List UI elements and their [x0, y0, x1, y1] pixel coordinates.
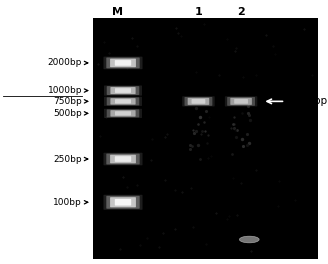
- FancyBboxPatch shape: [110, 59, 136, 67]
- FancyBboxPatch shape: [104, 109, 142, 118]
- FancyBboxPatch shape: [104, 86, 142, 96]
- Text: 1: 1: [195, 7, 202, 17]
- Bar: [93, 18, 318, 259]
- FancyBboxPatch shape: [107, 97, 139, 105]
- FancyBboxPatch shape: [115, 88, 131, 93]
- FancyBboxPatch shape: [107, 86, 139, 95]
- Text: 1000bp: 1000bp: [48, 86, 82, 95]
- FancyBboxPatch shape: [106, 154, 140, 164]
- Text: 750bp: 750bp: [53, 97, 82, 106]
- FancyBboxPatch shape: [106, 196, 140, 209]
- FancyBboxPatch shape: [188, 98, 209, 105]
- FancyBboxPatch shape: [227, 97, 255, 106]
- FancyBboxPatch shape: [111, 98, 135, 105]
- FancyBboxPatch shape: [111, 110, 135, 117]
- FancyBboxPatch shape: [110, 155, 136, 163]
- Text: 2000bp: 2000bp: [48, 58, 82, 67]
- Text: 100bp: 100bp: [53, 198, 82, 207]
- Text: 2: 2: [237, 7, 245, 17]
- FancyBboxPatch shape: [115, 99, 131, 103]
- Text: 500bp: 500bp: [53, 109, 82, 118]
- FancyBboxPatch shape: [104, 57, 142, 69]
- FancyBboxPatch shape: [106, 58, 140, 68]
- FancyBboxPatch shape: [185, 97, 212, 106]
- Text: M: M: [112, 7, 123, 17]
- FancyBboxPatch shape: [115, 156, 131, 162]
- FancyBboxPatch shape: [230, 98, 252, 105]
- Text: 250bp: 250bp: [53, 154, 82, 163]
- FancyBboxPatch shape: [104, 195, 142, 210]
- FancyBboxPatch shape: [192, 99, 205, 104]
- FancyBboxPatch shape: [115, 111, 131, 116]
- FancyBboxPatch shape: [107, 109, 139, 117]
- FancyBboxPatch shape: [104, 153, 142, 165]
- FancyBboxPatch shape: [225, 96, 257, 106]
- FancyBboxPatch shape: [104, 97, 142, 106]
- FancyBboxPatch shape: [115, 60, 131, 66]
- FancyBboxPatch shape: [115, 199, 131, 206]
- Ellipse shape: [239, 236, 259, 243]
- FancyBboxPatch shape: [234, 99, 248, 104]
- FancyBboxPatch shape: [111, 87, 135, 94]
- Text: 887bp: 887bp: [294, 96, 327, 106]
- FancyBboxPatch shape: [110, 197, 136, 207]
- FancyBboxPatch shape: [182, 96, 215, 106]
